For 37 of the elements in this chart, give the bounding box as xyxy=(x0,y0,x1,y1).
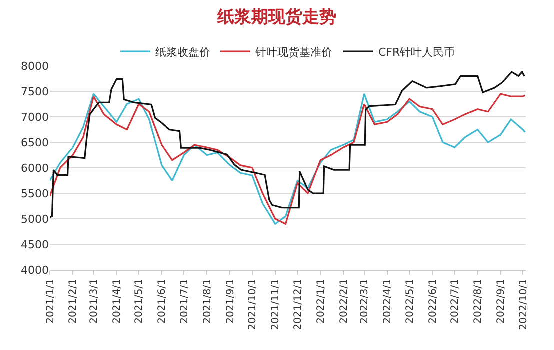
y-tick-label: 6000 xyxy=(21,162,49,175)
x-tick-label: 2021/6/1 xyxy=(157,279,168,324)
x-tick-label: 2022/2/1 xyxy=(338,279,350,324)
x-tick-label: 2021/3/1 xyxy=(88,279,100,324)
legend-label: 针叶现货基准价 xyxy=(254,46,332,59)
x-tick-label: 2022/3/1 xyxy=(360,279,371,324)
chart-title: 纸浆期现货走势 xyxy=(216,7,336,28)
x-tick-label: 2022/1/1 xyxy=(316,279,327,324)
x-tick-label: 2022/4/1 xyxy=(382,279,394,324)
x-tick-label: 2021/11/1 xyxy=(270,279,282,330)
x-tick-label: 2021/2/1 xyxy=(68,279,80,324)
legend-label: 纸浆收盘价 xyxy=(156,46,210,59)
x-tick-label: 2021/1/1 xyxy=(45,279,56,324)
y-tick-label: 8000 xyxy=(21,60,49,73)
y-tick-label: 7500 xyxy=(21,85,49,98)
y-tick-label: 5000 xyxy=(21,212,49,226)
x-tick-label: 2022/9/1 xyxy=(496,279,508,324)
x-tick-label: 2021/9/1 xyxy=(225,279,236,324)
x-tick-label: 2021/10/1 xyxy=(248,279,259,330)
x-tick-label: 2022/6/1 xyxy=(428,279,439,324)
x-tick-label: 2021/8/1 xyxy=(202,279,214,324)
x-tick-label: 2021/4/1 xyxy=(112,279,123,324)
y-tick-label: 4000 xyxy=(21,264,49,277)
legend-label: CFR针叶人民币 xyxy=(378,46,456,59)
y-tick-label: 6500 xyxy=(21,136,49,150)
y-tick-label: 5500 xyxy=(21,187,49,200)
y-tick-label: 4500 xyxy=(21,238,49,252)
x-tick-label: 2021/5/1 xyxy=(134,279,146,324)
x-tick-label: 2022/8/1 xyxy=(473,279,484,324)
x-tick-label: 2022/5/1 xyxy=(404,279,416,324)
line-series xyxy=(50,71,526,218)
y-tick-label: 7000 xyxy=(21,110,49,124)
x-tick-label: 2022/10/1 xyxy=(518,279,530,330)
x-tick-label: 2021/7/1 xyxy=(179,279,190,324)
x-tick-label: 2022/7/1 xyxy=(450,279,462,324)
line-series xyxy=(50,93,526,225)
x-tick-label: 2021/12/1 xyxy=(292,279,304,330)
